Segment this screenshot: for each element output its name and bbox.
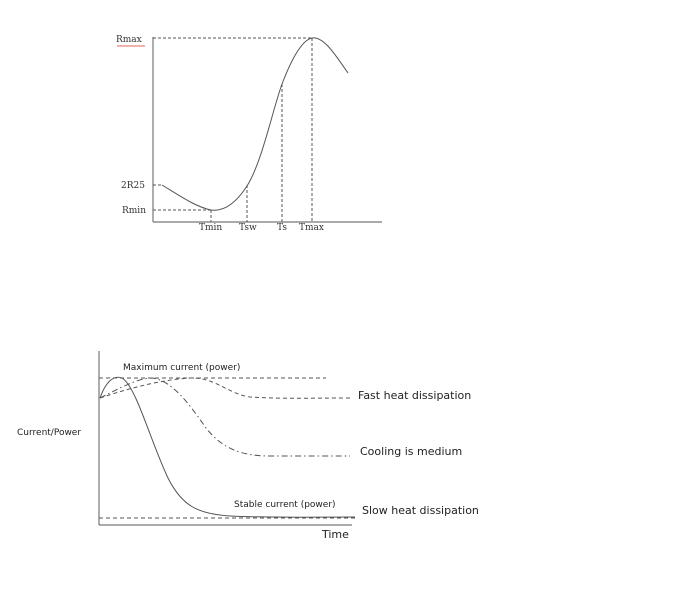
rt-tick-tmax: Tmax — [299, 223, 324, 233]
rt-tick-2r25: 2R25 — [121, 181, 145, 191]
series-line-fast — [99, 377, 351, 399]
stable-current-label: Stable current (power) — [234, 500, 336, 510]
rt-chart: Rmax 2R25 Rmin Tmin Tsw Ts Tmax — [116, 35, 382, 233]
rt-tick-rmin: Rmin — [122, 206, 146, 216]
series-label-fast: Fast heat dissipation — [358, 389, 471, 402]
series-label-medium: Cooling is medium — [360, 445, 462, 458]
rt-tick-tmin: Tmin — [199, 223, 222, 233]
rt-series-line — [161, 37, 349, 211]
rt-tick-tsw: Tsw — [239, 223, 257, 233]
rt-tick-ts: Ts — [277, 223, 287, 233]
series-label-slow: Slow heat dissipation — [362, 504, 479, 517]
series-line-medium — [99, 377, 350, 457]
current-chart: Maximum current (power) Stable current (… — [17, 351, 479, 541]
series-line-slow — [99, 376, 356, 518]
current-y-label: Current/Power — [17, 428, 81, 438]
max-current-label: Maximum current (power) — [123, 363, 240, 373]
current-x-label: Time — [321, 528, 349, 541]
rt-tick-rmax: Rmax — [116, 35, 142, 45]
